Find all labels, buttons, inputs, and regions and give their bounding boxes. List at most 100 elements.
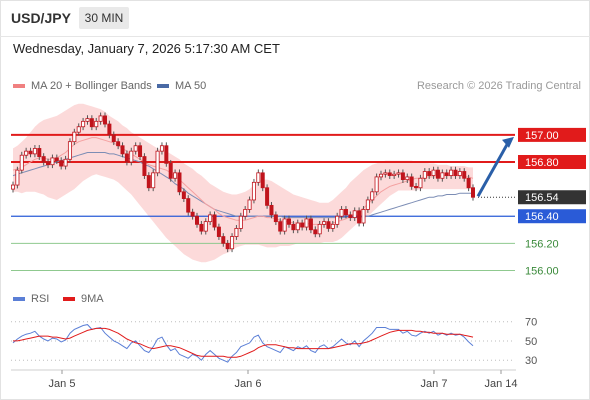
ma50-swatch: [157, 84, 169, 89]
candle: [278, 221, 283, 232]
candle: [164, 145, 169, 164]
candle: [330, 223, 335, 229]
candle: [392, 173, 397, 176]
candle: [116, 141, 121, 147]
legend-rsi: RSI: [13, 293, 49, 305]
level-label-156.00: 156.00: [525, 265, 559, 277]
candle: [67, 141, 72, 160]
level-tag-156.80: [518, 155, 586, 169]
candle: [234, 228, 239, 237]
candle: [173, 172, 178, 179]
candle: [230, 236, 235, 250]
level-label-156.20: 156.20: [525, 238, 559, 250]
candle: [273, 214, 278, 223]
candle: [260, 172, 265, 189]
candle: [98, 115, 103, 122]
candle: [374, 176, 379, 193]
legend-ma50-label: MA 50: [175, 80, 207, 92]
candle: [129, 150, 134, 163]
candle: [378, 173, 383, 178]
level-label-156.80: 156.80: [525, 157, 559, 169]
candle: [422, 171, 427, 179]
candle: [286, 218, 291, 225]
candle: [177, 172, 182, 193]
candle: [111, 134, 116, 143]
candle: [243, 209, 248, 217]
header-bar: USD/JPY 30 MIN: [0, 0, 590, 37]
candle: [462, 171, 467, 179]
candle: [387, 172, 392, 176]
legend-ma20: MA 20 + Bollinger Bands: [13, 80, 152, 92]
candle: [159, 145, 164, 152]
candle: [396, 172, 401, 175]
candle: [251, 181, 256, 201]
candle: [470, 187, 475, 198]
candle: [168, 162, 173, 179]
candle: [348, 214, 353, 218]
candle: [247, 199, 252, 210]
candle: [335, 215, 340, 225]
candle: [295, 222, 300, 231]
candle: [282, 218, 287, 232]
x-tick-label: Jan 5: [49, 378, 76, 390]
candle: [466, 177, 471, 189]
candle: [414, 185, 419, 189]
candle: [19, 154, 24, 171]
candle: [120, 145, 125, 155]
candle: [194, 215, 199, 225]
rsi-tick-50: 50: [525, 336, 537, 348]
ma9-swatch: [63, 297, 75, 302]
candle: [190, 211, 195, 217]
candle: [216, 226, 221, 237]
candle: [370, 191, 375, 201]
candle: [304, 218, 309, 228]
level-label-156.40: 156.40: [525, 211, 559, 223]
level-tag-156.54: [518, 190, 586, 205]
candle: [50, 157, 55, 166]
level-tag-157.00: [518, 127, 586, 142]
candle: [103, 115, 108, 125]
candle: [85, 118, 90, 122]
candle: [186, 198, 191, 213]
candle: [291, 223, 296, 231]
candle: [457, 171, 462, 176]
level-label-157.00: 157.00: [525, 130, 559, 142]
candle: [440, 172, 445, 179]
candle: [405, 176, 410, 181]
legend-ma20-label: MA 20 + Bollinger Bands: [31, 80, 152, 92]
rsi-swatch: [13, 297, 25, 302]
candle: [146, 175, 151, 189]
candle: [208, 214, 213, 223]
candle: [76, 126, 81, 133]
candle: [343, 209, 348, 216]
symbol-label: USD/JPY: [11, 10, 71, 26]
rsi-tick-70: 70: [525, 317, 537, 329]
candle: [133, 145, 138, 152]
candle: [225, 242, 230, 250]
ma50-line: [12, 152, 473, 219]
candle: [221, 236, 226, 244]
legend-rsi-label: RSI: [31, 293, 50, 305]
rsi-ma9-line: [13, 327, 474, 358]
x-tick-label: Jan 14: [484, 378, 517, 390]
candle: [308, 218, 313, 231]
candle: [124, 153, 129, 163]
datetime-label: Wednesday, January 7, 2026 5:17:30 AM CE…: [13, 41, 280, 56]
candle: [427, 171, 432, 176]
ma20-swatch: [13, 84, 25, 89]
candle: [54, 157, 59, 162]
candle: [94, 120, 99, 128]
candle: [269, 204, 274, 216]
interval-button[interactable]: 30 MIN: [79, 7, 129, 29]
candle: [138, 145, 143, 157]
candle: [37, 148, 42, 157]
candle: [41, 156, 46, 163]
credit-label: Research © 2026 Trading Central: [416, 80, 581, 92]
candle: [155, 150, 160, 174]
candle: [238, 215, 243, 229]
candle: [357, 210, 362, 224]
candle: [10, 184, 15, 190]
candle: [63, 158, 68, 167]
candle: [365, 199, 370, 210]
